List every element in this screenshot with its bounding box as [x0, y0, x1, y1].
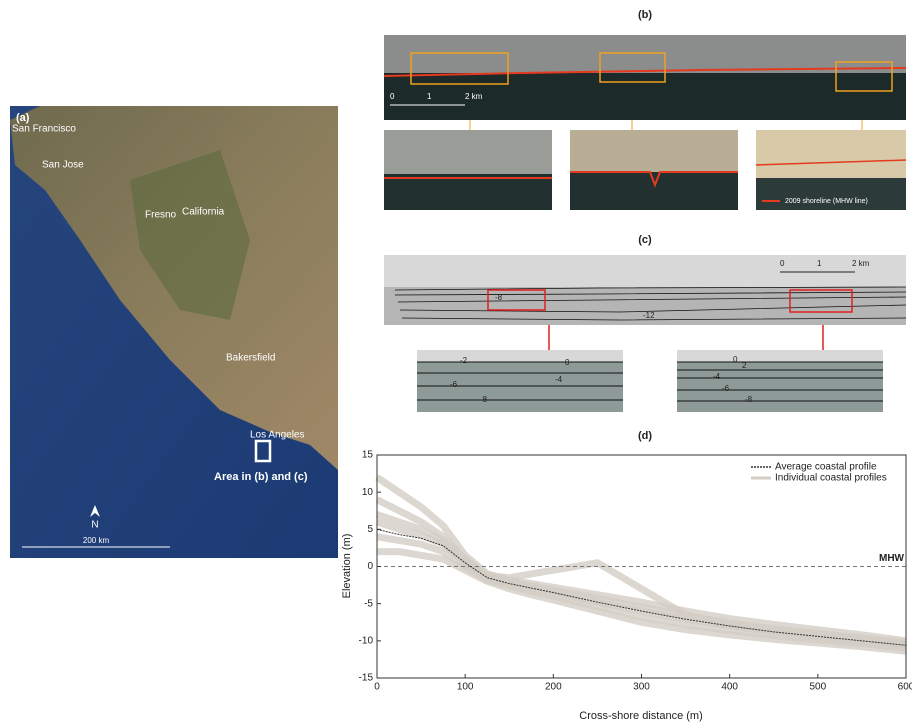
contour-label: -8	[480, 395, 488, 404]
contour-label: 2	[742, 361, 747, 370]
north-label: N	[91, 520, 98, 531]
inset-land	[756, 130, 906, 178]
scale-label: 200 km	[83, 536, 110, 545]
contour-label: -8	[745, 395, 753, 404]
scale-tick: 1	[427, 92, 432, 101]
reference-label: MHW	[879, 553, 905, 564]
chart: (d) Cross-shore distance (m) Elevation (…	[341, 430, 912, 722]
scale-tick: 1	[817, 259, 822, 268]
scale-tick: 0	[390, 92, 395, 101]
page: { "panel_a": {"label": "(a)", "places": …	[0, 0, 912, 724]
contour-label: -4	[555, 375, 563, 384]
urban	[384, 35, 906, 73]
scale-tick: 0	[780, 259, 785, 268]
x-tick-label: 300	[633, 682, 650, 693]
inset-land	[677, 350, 883, 362]
inset-land	[417, 350, 623, 362]
contour-label: -8	[495, 293, 503, 302]
contour-label: -4	[713, 372, 721, 381]
x-tick-label: 600	[898, 682, 912, 693]
inset-land	[384, 130, 552, 174]
x-tick-label: 0	[374, 682, 380, 693]
place-label: Bakersfield	[226, 353, 275, 364]
x-tick-label: 400	[721, 682, 738, 693]
map-panel-a: (a) San Francisco San Jose Fresno Califo…	[10, 106, 338, 558]
y-tick-label: 10	[362, 487, 374, 498]
legend-label: Average coastal profile	[775, 462, 877, 473]
contour-label: 0	[565, 358, 570, 367]
y-tick-label: -15	[359, 673, 374, 684]
place-label: California	[182, 207, 225, 218]
figure: (a) San Francisco San Jose Fresno Califo…	[0, 0, 912, 724]
area-note: Area in (b) and (c)	[214, 471, 308, 483]
place-label: Los Angeles	[250, 430, 305, 441]
contour-label: -2	[460, 356, 468, 365]
legend-label: 2009 shoreline (MHW line)	[785, 198, 868, 205]
panel-label: (d)	[638, 430, 652, 442]
place-label: San Francisco	[12, 124, 76, 135]
y-tick-label: -5	[364, 598, 373, 609]
panel-b: (b) 0 1 2 km 2009 shoreline (MHW line)	[384, 9, 906, 210]
panel-c: (c) -8 -12 0 1 2 km -2 0 -4 -6 -8 0 2 -4…	[384, 234, 906, 412]
panel-label: (a)	[16, 112, 30, 124]
land	[384, 255, 906, 287]
x-tick-label: 500	[809, 682, 826, 693]
contour-label: -6	[450, 380, 458, 389]
scale-tick: 2 km	[852, 259, 870, 268]
y-axis-label: Elevation (m)	[341, 534, 353, 599]
place-label: San Jose	[42, 160, 84, 171]
y-tick-label: -10	[359, 635, 374, 646]
inset-land	[570, 130, 738, 172]
y-tick-label: 5	[367, 524, 373, 535]
y-tick-label: 15	[362, 450, 374, 461]
y-tick-label: 0	[367, 561, 373, 572]
contour-label: -12	[643, 311, 655, 320]
panel-label: (c)	[638, 234, 652, 246]
panel-label: (b)	[638, 9, 652, 21]
place-label: Fresno	[145, 210, 177, 221]
connector	[549, 325, 823, 350]
x-tick-label: 100	[457, 682, 474, 693]
legend-label: Individual coastal profiles	[775, 473, 887, 484]
x-tick-label: 200	[545, 682, 562, 693]
x-axis-label: Cross-shore distance (m)	[579, 710, 702, 722]
connector	[470, 120, 862, 130]
contour-label: 0	[733, 355, 738, 364]
contour-label: -6	[722, 384, 730, 393]
scale-tick: 2 km	[465, 92, 483, 101]
